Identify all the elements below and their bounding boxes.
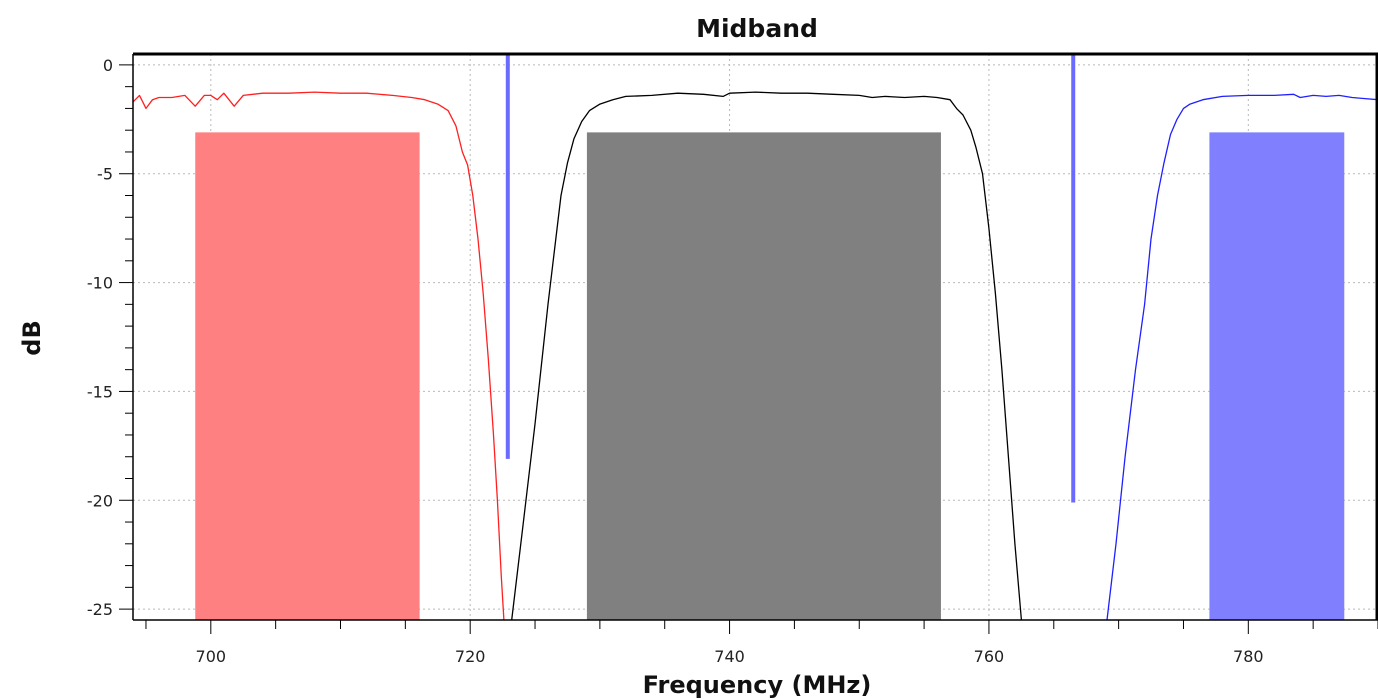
series-lines	[132, 91, 1378, 621]
chart-title: Midband	[696, 14, 818, 43]
y-tick-label: -5	[97, 165, 113, 184]
y-axis-label: dB	[18, 320, 46, 355]
series-line-3	[1106, 93, 1378, 621]
x-tick-label: 780	[1233, 647, 1264, 666]
x-tick-label: 700	[196, 647, 227, 666]
y-tick-label: -10	[87, 274, 113, 293]
frequency-bands	[195, 132, 1345, 620]
y-tick-label: 0	[103, 56, 113, 75]
band-rect-2	[586, 132, 941, 620]
band-rect-1	[195, 132, 420, 620]
series-line-2	[511, 91, 1023, 621]
y-tick-label: -15	[87, 382, 113, 401]
axes: 0 -5 -10 -15 -20 -25 700 720 740 760 780	[87, 52, 1378, 666]
x-tick-label: 720	[455, 647, 486, 666]
series-line-1	[132, 91, 505, 621]
marker-lines	[505, 54, 1076, 503]
y-tick-label: -20	[87, 491, 113, 510]
y-tick-label: -25	[87, 600, 113, 619]
x-tick-label: 740	[714, 647, 745, 666]
x-tick-label: 760	[974, 647, 1005, 666]
x-axis-label: Frequency (MHz)	[643, 671, 872, 699]
band-rect-3	[1209, 132, 1345, 620]
